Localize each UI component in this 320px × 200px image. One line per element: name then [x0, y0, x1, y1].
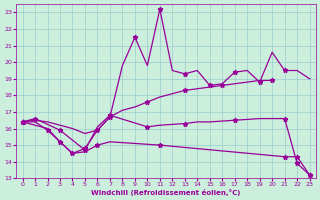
X-axis label: Windchill (Refroidissement éolien,°C): Windchill (Refroidissement éolien,°C) — [92, 189, 241, 196]
